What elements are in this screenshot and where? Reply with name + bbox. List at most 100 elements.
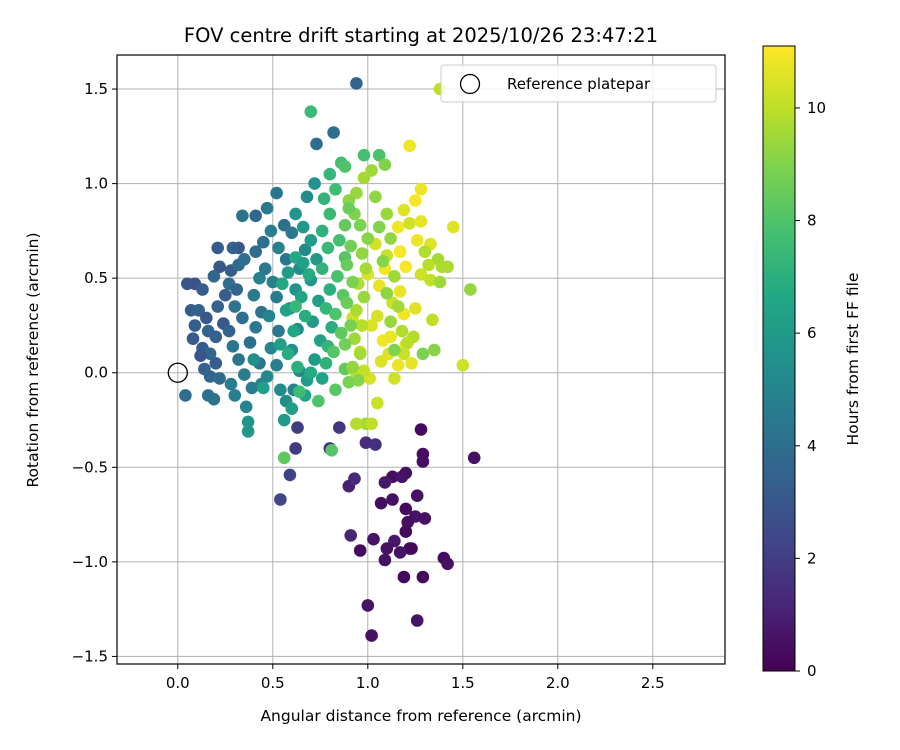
data-point bbox=[298, 309, 312, 323]
legend-reference-label: Reference platepar bbox=[507, 75, 651, 93]
data-point bbox=[441, 260, 454, 274]
data-point bbox=[350, 417, 363, 431]
data-point bbox=[262, 309, 276, 323]
data-point bbox=[239, 400, 253, 414]
data-point bbox=[409, 302, 422, 315]
data-point bbox=[179, 389, 192, 402]
data-point bbox=[388, 372, 401, 385]
y-tick-label: 1.0 bbox=[84, 175, 108, 193]
x-tick-label: 0.5 bbox=[261, 674, 285, 692]
data-point bbox=[397, 570, 411, 584]
data-point bbox=[365, 319, 378, 332]
data-point bbox=[359, 436, 373, 450]
data-point bbox=[418, 512, 432, 525]
data-point bbox=[344, 239, 358, 253]
data-point bbox=[279, 252, 293, 266]
data-point bbox=[285, 402, 299, 416]
data-point bbox=[410, 234, 424, 247]
data-point bbox=[410, 614, 424, 627]
data-point bbox=[236, 311, 249, 325]
data-point bbox=[399, 502, 413, 516]
data-point bbox=[414, 215, 428, 228]
colorbar: 0 2 4 6 8 10 Hours from first FF file bbox=[762, 45, 862, 680]
data-point bbox=[399, 466, 413, 480]
data-point bbox=[441, 557, 454, 571]
data-point bbox=[340, 258, 354, 272]
data-point bbox=[346, 360, 359, 374]
data-point bbox=[388, 343, 401, 357]
data-point bbox=[274, 338, 287, 351]
data-point bbox=[232, 353, 245, 366]
colorbar-tick-label: 0 bbox=[807, 662, 817, 680]
legend-box bbox=[440, 64, 717, 103]
data-point bbox=[357, 171, 371, 185]
data-point bbox=[355, 319, 369, 332]
data-point bbox=[315, 262, 329, 276]
data-point bbox=[327, 126, 340, 139]
data-point bbox=[357, 148, 371, 162]
data-point bbox=[323, 207, 337, 221]
data-point bbox=[414, 183, 428, 196]
data-point bbox=[188, 319, 202, 332]
data-point bbox=[369, 190, 382, 204]
data-point bbox=[283, 468, 297, 482]
data-point bbox=[232, 241, 245, 255]
data-point bbox=[249, 245, 262, 258]
x-tick-label: 1.5 bbox=[451, 674, 475, 692]
data-point bbox=[260, 201, 274, 215]
y-tick-label: 1.5 bbox=[84, 80, 108, 98]
data-point bbox=[340, 296, 354, 310]
x-tick-label: 0.0 bbox=[166, 674, 190, 692]
data-point bbox=[367, 532, 380, 546]
data-point bbox=[344, 319, 358, 332]
data-point bbox=[384, 232, 397, 245]
data-point bbox=[315, 372, 329, 385]
data-point bbox=[329, 307, 342, 321]
data-point bbox=[397, 347, 411, 361]
legend-reference-marker bbox=[459, 73, 481, 95]
colorbar-gradient bbox=[762, 45, 796, 672]
data-point bbox=[266, 275, 280, 289]
data-point bbox=[241, 425, 255, 438]
data-point bbox=[428, 343, 441, 357]
data-point bbox=[293, 385, 306, 399]
data-point bbox=[296, 220, 310, 234]
data-point bbox=[325, 444, 339, 457]
data-point bbox=[365, 629, 378, 642]
data-point bbox=[378, 553, 392, 567]
data-point bbox=[253, 271, 266, 285]
data-point bbox=[264, 341, 278, 355]
data-point bbox=[365, 417, 378, 431]
data-point bbox=[344, 529, 358, 542]
data-point bbox=[304, 366, 318, 380]
x-tick-label: 2.0 bbox=[546, 674, 570, 692]
data-point bbox=[338, 160, 352, 173]
data-point bbox=[289, 442, 302, 455]
data-point bbox=[338, 218, 352, 232]
data-point bbox=[410, 489, 424, 503]
data-point bbox=[391, 220, 405, 234]
data-point bbox=[384, 315, 397, 329]
data-point bbox=[277, 413, 291, 427]
data-point bbox=[403, 217, 416, 230]
data-point bbox=[353, 347, 367, 361]
data-point bbox=[270, 358, 283, 372]
data-point bbox=[260, 370, 274, 383]
y-axis-ticks: −1.5 −1.0 −0.5 0.0 0.5 1.0 1.5 bbox=[72, 80, 117, 665]
data-point bbox=[380, 542, 394, 555]
data-point bbox=[226, 340, 240, 353]
data-point bbox=[315, 224, 329, 238]
data-point bbox=[393, 546, 407, 559]
data-point bbox=[308, 177, 321, 190]
data-point bbox=[321, 241, 335, 255]
data-point bbox=[285, 226, 299, 240]
data-point bbox=[401, 336, 415, 349]
data-point bbox=[331, 270, 344, 283]
data-point bbox=[378, 158, 392, 171]
data-point bbox=[338, 338, 352, 351]
data-point bbox=[209, 357, 223, 370]
data-point bbox=[323, 283, 337, 296]
data-point bbox=[334, 326, 348, 340]
plot-frame bbox=[116, 54, 726, 665]
data-point bbox=[277, 451, 291, 465]
